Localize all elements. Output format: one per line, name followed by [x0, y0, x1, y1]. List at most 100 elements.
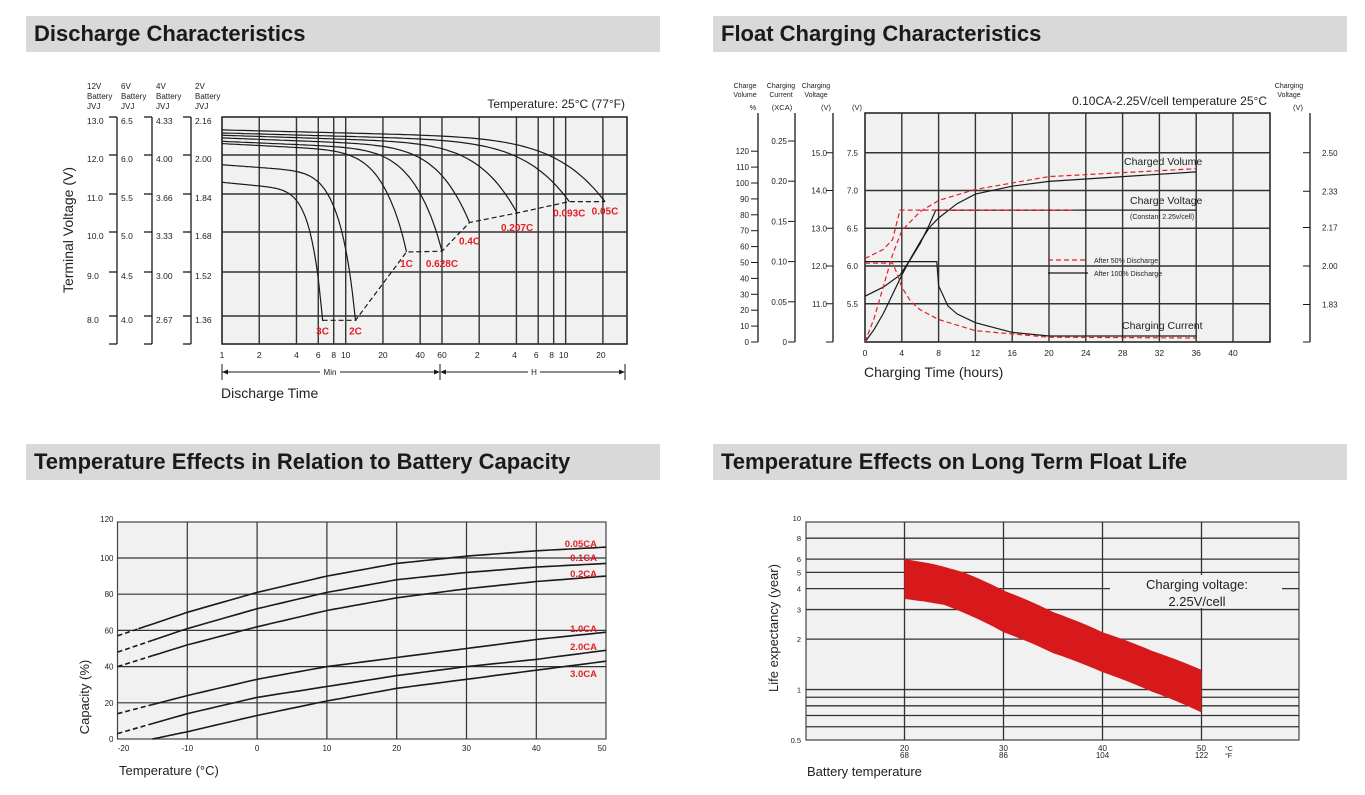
chart-title: 0.10CA-2.25V/cell temperature 25°C: [1072, 94, 1267, 108]
rate-label: 0.1CA: [570, 553, 597, 564]
rate-label: 0.4C: [459, 237, 480, 248]
y-tick-label: 5.0: [121, 231, 133, 241]
x-tick-label: -10: [182, 744, 194, 753]
axis-header: Charging: [1275, 83, 1304, 90]
rate-label: 3.0CA: [570, 669, 597, 680]
y-tick-label: 8: [797, 534, 801, 543]
y-tick-label: 1.84: [195, 193, 212, 203]
y-tick-label: 1.36: [195, 315, 212, 325]
y-tick-label: 20: [740, 306, 749, 315]
x-tick-label: 10: [322, 744, 331, 753]
rate-label: 1C: [400, 259, 413, 270]
label-charging-current: Charging Current: [1122, 320, 1203, 332]
y-tick-label: 2.17: [1322, 223, 1338, 232]
axis-unit: (V): [821, 103, 832, 112]
y-tick-label: 100: [100, 554, 114, 563]
capacity-curve-dashed-0.1CA: [117, 639, 153, 653]
axis-header: Volume: [733, 92, 756, 99]
x-tick-label: 28: [1118, 348, 1128, 358]
x-tick-label: 8: [331, 350, 336, 360]
axis-header: Current: [769, 92, 792, 99]
y-tick-label: 6: [797, 555, 801, 564]
discharge-curve-3C: [221, 181, 324, 321]
y-tick-label: 0: [109, 735, 114, 744]
series-charge_voltage_v-50pct: [864, 209, 1077, 260]
x-tick-label: 36: [1191, 348, 1201, 358]
temp-capacity-chart: 0 20 40 60 80 100 120 -20 -10 0 10 20 30 40 50 Temperat…: [77, 515, 607, 778]
rate-label: 1.0CA: [570, 624, 597, 635]
x-tick-label: 60: [437, 350, 447, 360]
axis-header: Charge: [734, 83, 757, 90]
x-tick-celsius: 40: [1098, 744, 1107, 753]
axis-header: Voltage: [1277, 92, 1300, 99]
y-tick-label: 2.33: [1322, 187, 1338, 196]
rate-label: 0.628C: [426, 259, 458, 270]
y-tick-label: 4.5: [121, 271, 133, 281]
column-header: Battery: [195, 92, 220, 101]
y-tick-label: 0: [745, 338, 750, 347]
discharge-curve-2C: [221, 164, 357, 321]
x-tick-label: 4: [294, 350, 299, 360]
y-tick-label: 6.5: [847, 224, 859, 233]
capacity-curve-3.0CA: [152, 660, 607, 740]
x-tick-label: 30: [462, 744, 471, 753]
y-tick-label: 0: [783, 338, 788, 347]
y-axis-label: Capacity (%): [77, 660, 92, 734]
unit-celsius: °C: [1225, 745, 1233, 753]
x-tick-label: 32: [1155, 348, 1165, 358]
arrow-head-icon: [434, 369, 440, 375]
plot-area: [864, 112, 1271, 343]
x-tick-label: 20: [378, 350, 388, 360]
rate-label: 0.05CA: [565, 539, 597, 550]
x-axis-label: Charging Time (hours): [864, 364, 1003, 380]
capacity-curve-1.0CA: [152, 631, 607, 706]
axis-unit: (V): [1293, 103, 1304, 112]
y-tick-label: 5.5: [847, 300, 859, 309]
arrow-head-icon: [619, 369, 625, 375]
axis-unit: %: [750, 103, 757, 112]
capacity-curve-2.0CA: [152, 649, 607, 725]
x-tick-fahrenheit: 104: [1096, 751, 1110, 760]
y-tick-label: 3: [797, 606, 801, 615]
axis-header: Voltage: [804, 92, 827, 99]
y-tick-label: 15.0: [811, 149, 827, 158]
rate-label: 2C: [349, 326, 362, 337]
charging-voltage-note: 2.25V/cell: [1168, 594, 1225, 609]
discharge-curve-0.093C: [221, 132, 570, 202]
x-tick-label: 8: [549, 350, 554, 360]
y-tick-label: 50: [740, 259, 749, 268]
y-axis-label: Life expectancy (year): [766, 564, 781, 692]
x-tick-label: 6: [316, 350, 321, 360]
rate-label: 0.207C: [501, 223, 533, 234]
y-tick-label: 120: [100, 515, 114, 524]
x-tick-label: 10: [559, 350, 569, 360]
discharge-header: Discharge Characteristics: [26, 16, 660, 52]
column-header: JVJ: [195, 102, 208, 111]
capacity-curve-dashed-2.0CA: [117, 722, 153, 735]
x-tick-celsius: 50: [1197, 744, 1206, 753]
y-tick-label: 4.00: [156, 154, 173, 164]
y-tick-label: 0.05: [771, 298, 787, 307]
column-header: JVJ: [156, 102, 169, 111]
y-tick-label: 6.0: [847, 262, 859, 271]
x-tick-label: 20: [392, 744, 401, 753]
x-tick-label: 0: [863, 348, 868, 358]
arrow-head-icon: [440, 369, 446, 375]
x-tick-label: 2: [257, 350, 262, 360]
y-tick-label: 0.25: [771, 137, 787, 146]
y-tick-label: 0.10: [771, 258, 787, 267]
y-tick-label: 14.0: [811, 187, 827, 196]
y-tick-label: 2.67: [156, 315, 173, 325]
legend-label: After 100% Discharge: [1094, 271, 1162, 278]
x-tick-label: 4: [899, 348, 904, 358]
y-tick-label: 100: [736, 179, 750, 188]
column-header: 6V: [121, 82, 131, 91]
y-tick-label: 5: [797, 568, 801, 577]
y-tick-label: 6.0: [121, 154, 133, 164]
y-tick-label: 0.15: [771, 217, 787, 226]
x-tick-label: 1: [220, 350, 225, 360]
x-axis-label: Discharge Time: [221, 385, 318, 401]
capacity-curve-0.1CA: [152, 562, 607, 642]
